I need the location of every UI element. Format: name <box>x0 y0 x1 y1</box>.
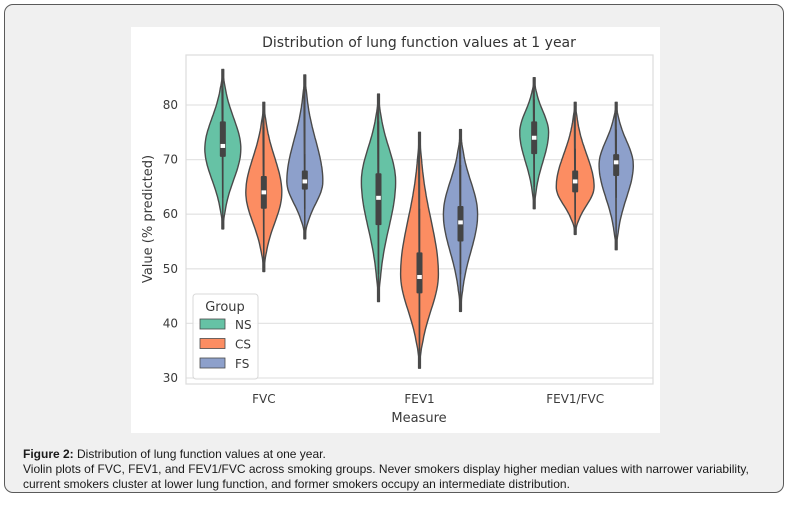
violin-median <box>417 274 422 279</box>
legend-label-FS: FS <box>235 357 249 371</box>
x-axis-label: Measure <box>391 411 446 426</box>
y-tick-label: 60 <box>163 207 178 221</box>
violin-body <box>245 101 283 273</box>
figure-caption: Figure 2: Distribution of lung function … <box>23 447 783 492</box>
legend-label-CS: CS <box>235 338 251 352</box>
violin-body <box>286 74 324 240</box>
violin-iqr-box <box>416 252 423 294</box>
violin-median <box>302 179 308 184</box>
legend-title: Group <box>205 300 245 315</box>
violin-median <box>572 179 578 184</box>
violin-median <box>261 190 267 195</box>
figure-image: 30 40 50 60 70 80 FVC FEV1 FEV1/FVC Distributio… <box>131 27 660 433</box>
legend-label-NS: NS <box>235 318 252 332</box>
caption-body: Violin plots of FVC, FEV1, and FEV1/FVC … <box>23 462 749 491</box>
violin-chart: 30 40 50 60 70 80 FVC FEV1 FEV1/FVC Distributio… <box>131 27 660 433</box>
caption-figure-label: Figure 2: <box>23 447 74 461</box>
y-tick-label: 50 <box>163 262 178 276</box>
x-tick-label: FVC <box>252 392 275 406</box>
violin-NS-FEV1 <box>360 93 397 303</box>
violin-iqr-box <box>219 121 226 157</box>
y-tick-labels: 30 40 50 60 70 80 <box>163 98 178 385</box>
violin-FS-FVC <box>286 74 324 240</box>
y-tick-label: 30 <box>163 371 178 385</box>
legend-swatch-CS <box>199 338 226 349</box>
violin-NS-FEV1/FVC <box>519 77 550 210</box>
violin-median <box>613 160 619 165</box>
x-tick-label: FEV1/FVC <box>546 392 604 406</box>
violin-NS-FVC <box>204 68 242 230</box>
x-tick-label: FEV1 <box>404 392 434 406</box>
caption-title-line: Figure 2: Distribution of lung function … <box>23 447 783 462</box>
violin-CS-FEV1/FVC <box>555 101 595 236</box>
y-axis-label: Value (% predicted) <box>141 155 156 283</box>
y-tick-label: 40 <box>163 316 178 330</box>
violin-median <box>531 135 537 140</box>
violin-CS-FEV1 <box>399 131 440 369</box>
caption-title: Distribution of lung function values at … <box>73 447 326 461</box>
legend-entries: NS CS FS <box>199 318 252 371</box>
violin-FS-FEV1 <box>442 128 479 313</box>
plot-frame <box>185 54 654 385</box>
violins-group <box>204 68 634 369</box>
chart-title: Distribution of lung function values at … <box>262 35 576 51</box>
legend: Group NS CS FS <box>192 293 259 380</box>
violin-FS-FEV1/FVC <box>598 101 634 251</box>
violin-median <box>220 143 226 148</box>
violin-iqr-box <box>613 154 620 176</box>
x-tick-labels: FVC FEV1 FEV1/FVC <box>252 392 604 406</box>
y-tick-label: 70 <box>163 153 178 167</box>
legend-swatch-NS <box>199 318 226 330</box>
legend-swatch-FS <box>199 357 226 369</box>
violin-median <box>376 195 381 200</box>
violin-body <box>204 68 242 230</box>
violin-CS-FVC <box>245 101 283 273</box>
violin-median <box>458 220 463 225</box>
y-tick-label: 80 <box>163 98 178 112</box>
